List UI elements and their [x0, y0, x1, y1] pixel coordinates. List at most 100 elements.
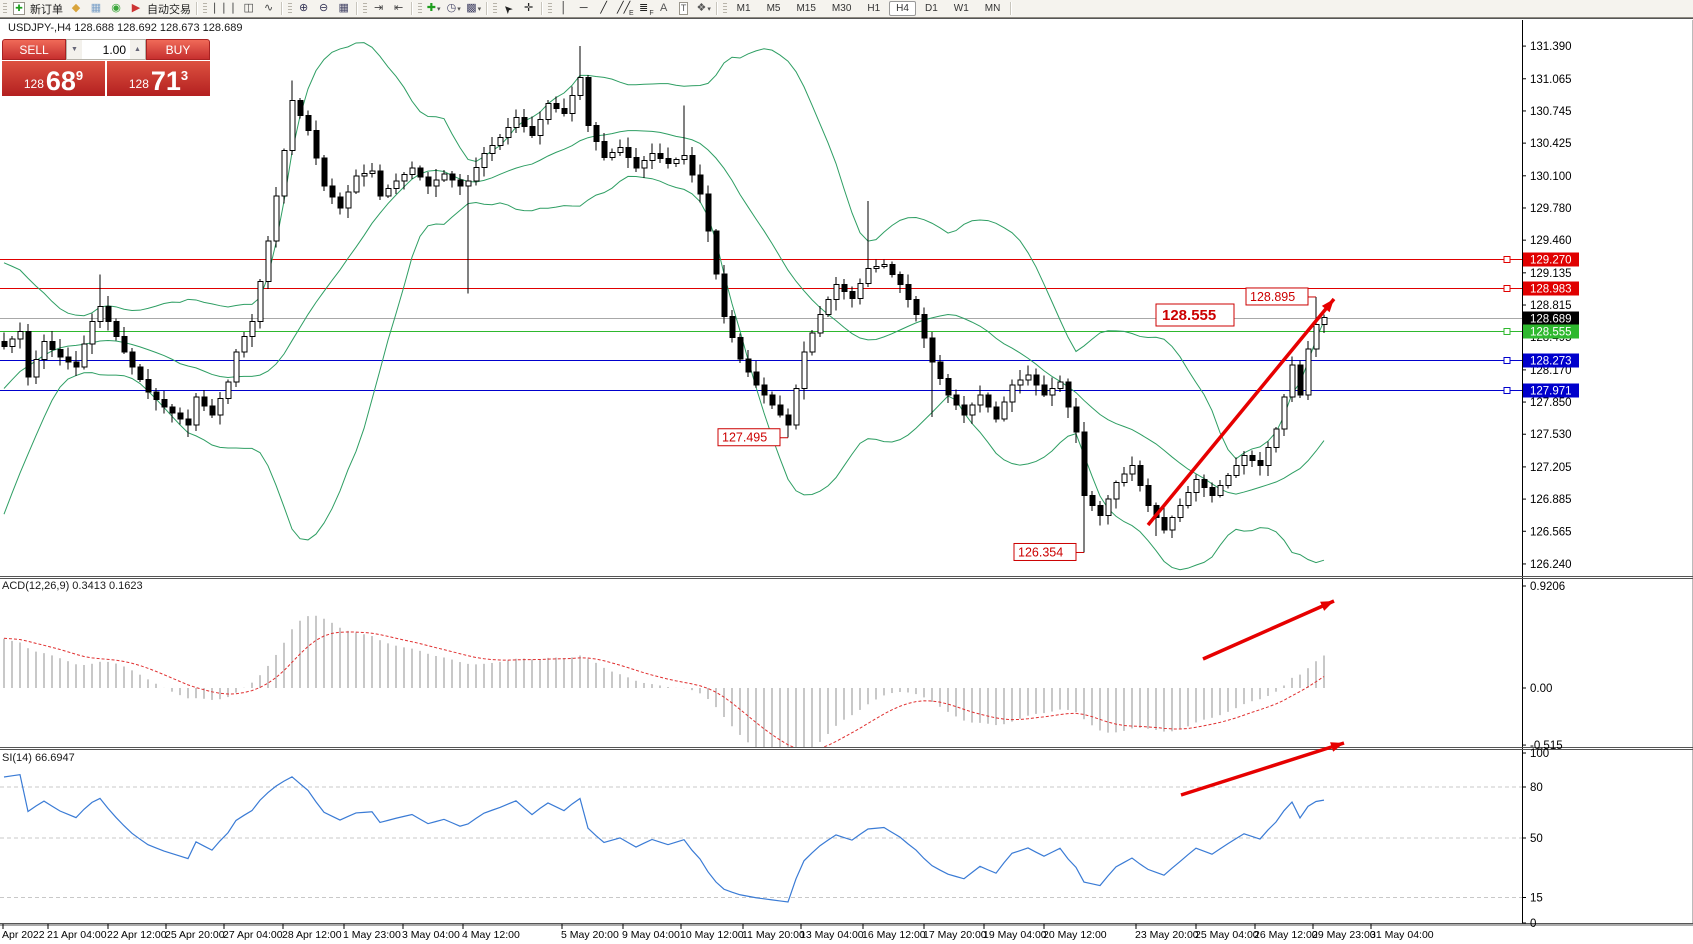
new-order-button[interactable]: ✚ [13, 2, 25, 15]
timeframe-M15[interactable]: M15 [796, 3, 816, 14]
svg-text:28 Apr 12:00: 28 Apr 12:00 [282, 929, 342, 941]
cursor-icon[interactable]: ➤ [500, 1, 516, 17]
svg-text:29 May 23:00: 29 May 23:00 [1312, 929, 1376, 941]
buy-price[interactable]: 128 71 3 [107, 61, 210, 96]
rsi-axis: 100 80 50 15 0 [1522, 748, 1549, 930]
svg-text:10 May 12:00: 10 May 12:00 [680, 929, 744, 941]
svg-text:128.555: 128.555 [1162, 307, 1216, 324]
svg-text:128.273: 128.273 [1530, 356, 1572, 368]
svg-text:130.745: 130.745 [1530, 106, 1572, 118]
svg-text:128.815: 128.815 [1530, 300, 1572, 312]
svg-text:20 May 12:00: 20 May 12:00 [1043, 929, 1107, 941]
timeframe-H4[interactable]: H4 [889, 1, 916, 16]
timeframe-M30[interactable]: M30 [831, 3, 852, 14]
svg-text:126.354: 126.354 [1018, 545, 1063, 559]
auto-trading-button-label[interactable]: 自动交易 [147, 3, 191, 16]
svg-text:126.240: 126.240 [1530, 559, 1572, 571]
svg-text:21 Apr 04:00: 21 Apr 04:00 [47, 929, 107, 941]
svg-text:127.850: 127.850 [1530, 397, 1572, 409]
line-chart-icon[interactable]: ∿ [264, 2, 274, 14]
svg-text:1 May 23:00: 1 May 23:00 [343, 929, 401, 941]
timeframe-D1[interactable]: D1 [924, 3, 938, 14]
timeframe-H1[interactable]: H1 [867, 3, 881, 14]
equidistant-channel-icon[interactable]: ╱╱ E [617, 2, 634, 17]
svg-text:127.530: 127.530 [1530, 429, 1572, 441]
svg-text:31 May 04:00: 31 May 04:00 [1370, 929, 1434, 941]
svg-text:23 May 20:00: 23 May 20:00 [1135, 929, 1199, 941]
volume-increase-button[interactable]: ▲ [130, 40, 145, 59]
sell-price-pip: 9 [75, 68, 84, 83]
svg-text:129.270: 129.270 [1530, 255, 1572, 267]
svg-text:129.135: 129.135 [1530, 268, 1572, 280]
svg-text:50: 50 [1530, 833, 1543, 845]
periods-button[interactable]: ◷ ▾ [446, 2, 461, 14]
buy-price-prefix: 128 [128, 77, 149, 91]
profiles-icon[interactable]: ▦ [90, 2, 102, 14]
horizontal-line-icon[interactable]: ─ [579, 2, 588, 14]
text-label-icon[interactable]: T [678, 2, 689, 15]
chart-shift-icon[interactable]: ⇤ [394, 2, 404, 14]
candlestick-chart-icon[interactable]: ◫ [243, 2, 254, 14]
vertical-line-icon[interactable]: │ [560, 2, 568, 14]
svg-text:129.780: 129.780 [1530, 203, 1572, 215]
svg-text:3 May 04:00: 3 May 04:00 [402, 929, 460, 941]
svg-text:131.065: 131.065 [1530, 74, 1572, 86]
zoom-in-icon[interactable]: ⊕ [299, 2, 309, 14]
svg-text:0.9206: 0.9206 [1530, 581, 1565, 593]
templates-button[interactable]: ▩ ▾ [466, 2, 482, 14]
svg-text:-0.515: -0.515 [1530, 740, 1563, 752]
svg-text:128.895: 128.895 [1250, 290, 1295, 304]
indicators-button[interactable]: ✚ ▾ [426, 2, 441, 14]
svg-text:5 May 20:00: 5 May 20:00 [561, 929, 619, 941]
annotations[interactable]: 128.895 127.495 126.354 128.555 [717, 287, 1345, 797]
tile-windows-icon[interactable]: ▦ [338, 2, 349, 14]
timeframe-M1[interactable]: M1 [736, 3, 751, 14]
macd-axis: 0.9206 0.00 -0.515 [1522, 581, 1565, 752]
svg-text:13 May 04:00: 13 May 04:00 [800, 929, 864, 941]
paint-bucket-icon[interactable]: ◆ [71, 2, 81, 14]
sell-price[interactable]: 128 68 9 [2, 61, 105, 96]
sell-button[interactable]: SELL [2, 39, 66, 60]
candles [1, 46, 1328, 553]
new-order-button-label[interactable]: 新订单 [30, 3, 63, 16]
signals-icon[interactable]: ◉ [111, 2, 121, 14]
rsi-pane [0, 773, 1522, 903]
auto-scroll-icon[interactable]: ⇥ [374, 2, 384, 14]
volume-decrease-button[interactable]: ▼ [67, 40, 82, 59]
timeframe-W1[interactable]: W1 [953, 3, 969, 14]
svg-text:127.495: 127.495 [722, 431, 767, 445]
svg-text:130.100: 130.100 [1530, 171, 1572, 183]
svg-text:15: 15 [1530, 893, 1543, 905]
bar-chart-icon[interactable]: ❘❘❘ [210, 2, 238, 14]
svg-text:126.885: 126.885 [1530, 494, 1572, 506]
timeframe-MN[interactable]: MN [984, 3, 1001, 14]
zoom-out-icon[interactable]: ⊖ [319, 2, 329, 14]
rsi-label: SI(14) 66.6947 [2, 752, 75, 764]
buy-button[interactable]: BUY [146, 39, 210, 60]
svg-text:4 May 12:00: 4 May 12:00 [462, 929, 520, 941]
volume-input[interactable] [82, 40, 130, 59]
auto-trading-button[interactable]: ▶ [131, 2, 141, 14]
svg-text:25 May 04:00: 25 May 04:00 [1195, 929, 1259, 941]
buy-price-pip: 3 [180, 68, 189, 83]
text-icon[interactable]: A [659, 2, 668, 14]
bollinger-bands [3, 42, 1325, 571]
crosshair-icon[interactable]: ✛ [524, 2, 534, 14]
svg-text:19 May 04:00: 19 May 04:00 [983, 929, 1047, 941]
macd-pane [3, 615, 1325, 747]
svg-text:0.00: 0.00 [1530, 683, 1552, 695]
svg-text:16 May 12:00: 16 May 12:00 [862, 929, 926, 941]
svg-text:27 Apr 04:00: 27 Apr 04:00 [223, 929, 283, 941]
svg-text:9 May 04:00: 9 May 04:00 [622, 929, 680, 941]
arrows-button[interactable]: ❖ ▾ [696, 2, 711, 14]
one-click-trading-panel: SELL ▼ ▲ BUY 128 68 9 128 71 3 [2, 39, 210, 96]
trendline-icon[interactable]: ╱ [600, 2, 607, 14]
svg-text:131.390: 131.390 [1530, 41, 1572, 53]
symbol-ohlc-line: USDJPY-,H4 128.688 128.692 128.673 128.6… [8, 22, 243, 34]
timeframe-M5[interactable]: M5 [766, 3, 781, 14]
svg-text:128.689: 128.689 [1530, 314, 1572, 326]
fibonacci-icon[interactable]: ≣ F [639, 2, 654, 17]
svg-text:128.170: 128.170 [1530, 365, 1572, 377]
